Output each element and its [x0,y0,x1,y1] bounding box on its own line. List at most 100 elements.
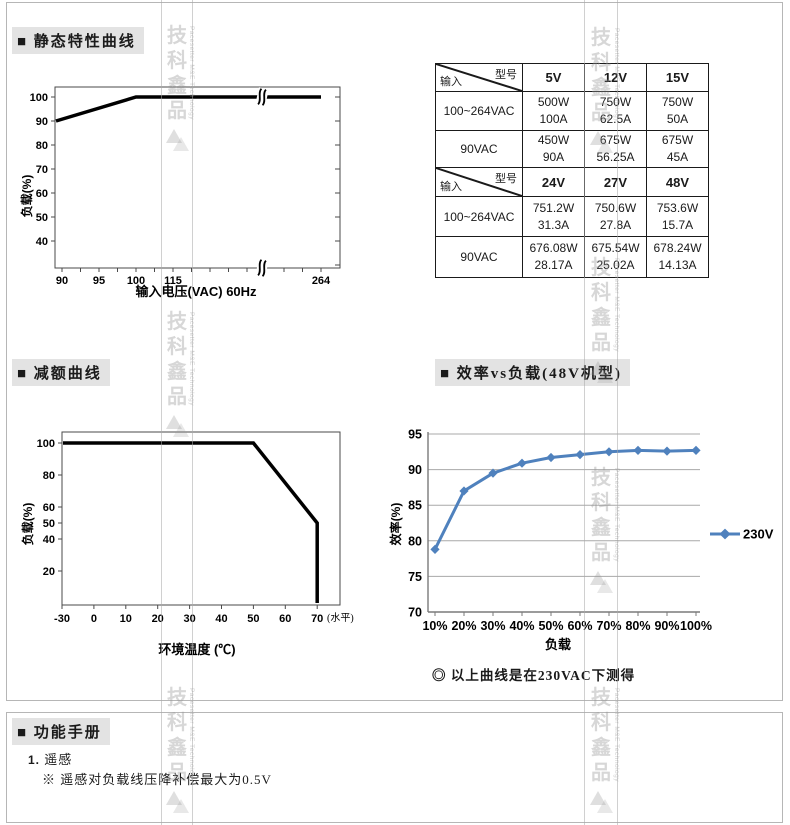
y-tick-label: 80 [36,140,48,152]
model-header: 15V [646,63,709,92]
current-value: 27.8A [599,217,632,232]
current-value: 90A [542,150,565,164]
upper-section-frame [6,2,783,701]
current-value: 31.3A [537,217,570,232]
diamond-marker [575,450,585,460]
x-tick-label: 60 [279,613,291,625]
power-value: 675W [661,133,694,147]
manual-section-frame [6,712,783,823]
corner-label-input: 输入 [440,181,462,193]
diamond-marker [546,452,556,463]
manual-title: ■ 功能手册 [12,718,110,745]
y-axis-label: 负载(%) [19,175,34,218]
rating-cell: 675W 56.25A [584,130,647,168]
x-tick-label: 20 [152,613,164,625]
x-tick-label: 90% [654,619,679,633]
x-tick-label: 115 [164,275,182,287]
manual-item-1: 1. 遥感 [28,749,72,768]
rating-cell: 750W 50A [646,91,709,131]
legend-label: 230V [743,527,774,542]
input-range-label: 100~264VAC [435,196,523,237]
diamond-marker [488,468,498,478]
rating-cell: 750W 62.5A [584,91,647,131]
y-tick-label: 20 [43,566,55,578]
rating-cell: 676.08W 28.17A [522,236,585,278]
x-tick-label: 80% [625,619,650,633]
x-tick-label: 70 [311,613,323,625]
corner-label-model: 型号 [495,69,517,81]
rating-cell: 750.6W 27.8A [584,196,647,237]
x-tick-label: 264 [312,275,331,287]
model-header: 24V [522,167,585,197]
model-header: 12V [584,63,647,92]
power-value: 750W [599,95,632,109]
derating-chart: 20 40 50 60 80 100 -30 0 10 20 30 40 50 60 70 (水平) 负载(%)… [20,431,354,657]
data-line [433,448,697,551]
data-line [63,441,319,603]
model-header: 48V [646,167,709,197]
spec-table-grid: 型号 输入 5V 12V 15V 100~264VAC 500W 100A 750W 62.… [435,63,709,278]
model-header: 27V [584,167,647,197]
y-tick-label: 95 [408,428,422,442]
corner-header-cell: 型号 输入 [435,167,523,197]
legend: 230V [710,527,774,542]
y-axis-label: 效率(%) [388,503,403,546]
plot-border [54,86,341,269]
input-range-label: 90VAC [435,130,523,168]
rating-cell: 675.54W 25.02A [584,236,647,278]
static-characteristic-chart: 40 50 60 70 80 90 100 90 95 100 115 264 负载(%) 输入电压(VA… [19,86,341,299]
efficiency-curve-title: ■ 效率vs负载(48V机型) [435,359,630,386]
static-curve-title: ■ 静态特性曲线 [12,27,144,54]
input-range-label: 100~264VAC [435,91,523,131]
manual-item-number: 1. [28,753,41,767]
x-tick-label: 100 [127,275,145,287]
x-tick-label: 0 [91,613,97,625]
power-value: 678.24W [653,241,702,255]
x-tick-label: 90 [56,275,68,287]
power-value: 750W [661,95,694,109]
rating-cell: 450W 90A [522,130,585,168]
measurement-caption: ◎ 以上曲线是在230VAC下测得 [432,668,636,683]
manual-item-1-note: ※ 遥感对负载线压降补偿最大为0.5V [42,772,272,787]
rating-cell: 753.6W 15.7A [646,196,709,237]
rating-cell: 500W 100A [522,91,585,131]
current-value: 56.25A [596,150,635,164]
diamond-marker [662,446,672,456]
x-tick-label: 100% [680,619,712,633]
diamond-marker [691,445,701,455]
corner-label-input: 输入 [440,76,462,88]
diamond-marker [517,458,527,468]
power-value: 675.54W [591,241,640,255]
y-tick-label: 70 [36,164,48,176]
x-axis-label: 输入电压(VAC) 60Hz [135,284,257,299]
power-value: 676.08W [529,241,578,255]
x-tick-label: 40 [215,613,227,625]
efficiency-chart: 70 75 80 85 90 95 10% 20% 30% 40% 50% 60% 70% 80% 90% 1… [388,428,774,653]
x-axis-suffix-label: (水平) [327,612,354,624]
current-value: 62.5A [599,112,632,126]
current-value: 15.7A [661,217,694,232]
y-tick-label: 80 [43,470,55,482]
x-tick-label: 50% [538,619,563,633]
axis-break-icon [255,87,269,107]
y-tick-label: 50 [36,212,48,224]
legend-diamond-marker [719,528,731,540]
x-axis-label: 环境温度 (℃) [158,642,235,657]
x-tick-label: 30 [183,613,195,625]
derating-curve-title: ■ 减额曲线 [12,359,110,386]
x-tick-label: 60% [567,619,592,633]
current-value: 50A [666,112,689,126]
current-value: 14.13A [658,258,697,272]
power-value: 675W [599,133,632,147]
power-value: 750.6W [594,200,637,215]
y-tick-label: 80 [408,534,422,548]
diamond-marker [430,544,440,554]
diamond-marker [604,447,614,457]
current-value: 100A [539,112,568,126]
x-tick-label: 70% [596,619,621,633]
x-tick-label: 30% [480,619,505,633]
y-tick-label: 85 [408,499,422,513]
y-tick-label: 60 [36,188,48,200]
data-line [55,95,321,123]
rating-cell: 675W 45A [646,130,709,168]
